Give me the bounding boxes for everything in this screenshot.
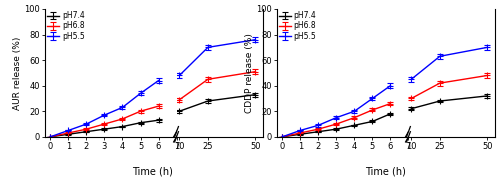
Y-axis label: CDDP release (%): CDDP release (%)	[244, 33, 254, 113]
Text: Time (h): Time (h)	[132, 166, 173, 176]
Legend: pH7.4, pH6.8, pH5.5: pH7.4, pH6.8, pH5.5	[46, 10, 86, 41]
Y-axis label: AUR release (%): AUR release (%)	[12, 36, 22, 110]
Text: Time (h): Time (h)	[364, 166, 406, 176]
Legend: pH7.4, pH6.8, pH5.5: pH7.4, pH6.8, pH5.5	[278, 10, 317, 41]
